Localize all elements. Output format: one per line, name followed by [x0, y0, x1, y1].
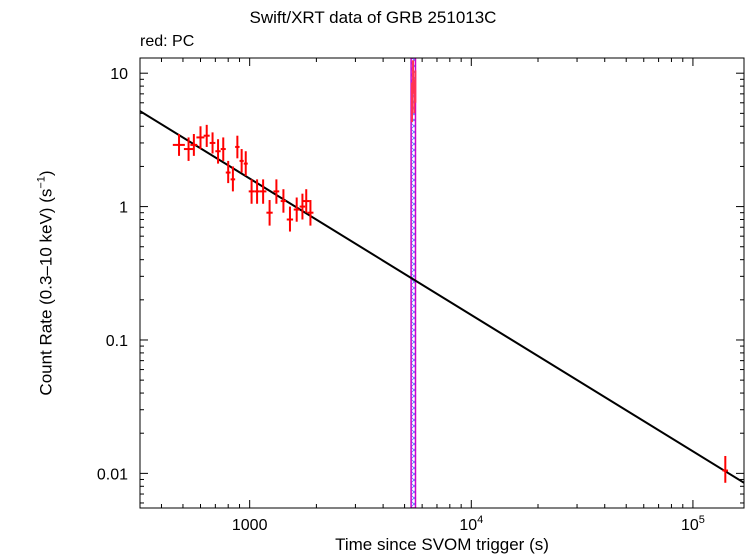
y-tick-label: 0.1: [106, 333, 128, 350]
y-tick-label: 1: [119, 200, 128, 217]
highlight-band: [410, 58, 417, 508]
chart-subtitle: red: PC: [140, 33, 195, 50]
data-point: [190, 134, 198, 156]
data-point: [293, 197, 300, 222]
data-point: [215, 139, 221, 164]
data-point: [302, 189, 310, 213]
data-point: [266, 200, 273, 226]
data-point: [235, 135, 240, 159]
data-point: [203, 124, 210, 147]
y-axis-label: Count Rate (0.3–10 keV) (s−1): [36, 170, 57, 395]
y-axis-label-sup: −1: [35, 176, 48, 189]
x-axis-label: Time since SVOM trigger (s): [335, 535, 549, 554]
fit-line: [140, 110, 744, 484]
data-point: [248, 179, 255, 204]
chart-title: Swift/XRT data of GRB 251013C: [249, 8, 497, 27]
data-point: [220, 137, 226, 161]
data-point: [254, 179, 260, 204]
x-tick-label: 105: [681, 514, 705, 534]
data-point: [196, 126, 205, 150]
data-point: [722, 455, 729, 483]
data-point: [307, 200, 314, 226]
data-point: [273, 179, 280, 204]
data-point: [239, 149, 244, 173]
data-point: [230, 166, 236, 192]
data-point: [286, 206, 294, 232]
data-point: [243, 151, 248, 176]
data-point: [225, 160, 231, 184]
data-point: [299, 193, 306, 220]
plot-frame: [139, 57, 745, 509]
y-axis-label-main: Count Rate (0.3–10 keV) (s: [36, 188, 56, 396]
y-tick-label: 0.01: [97, 466, 128, 483]
x-tick-label: 104: [459, 514, 483, 534]
y-axis-label-end: ): [36, 170, 56, 177]
data-point: [183, 137, 194, 161]
y-tick-label: 10: [110, 66, 128, 83]
x-tick-label: 1000: [232, 517, 268, 534]
data-point: [259, 179, 267, 204]
axes: 0.01 0.1 1 10 1000 104 105: [97, 58, 744, 534]
data-point: [172, 134, 185, 156]
data-point: [209, 132, 216, 154]
data-point: [280, 189, 287, 213]
plot-content: [140, 58, 744, 508]
